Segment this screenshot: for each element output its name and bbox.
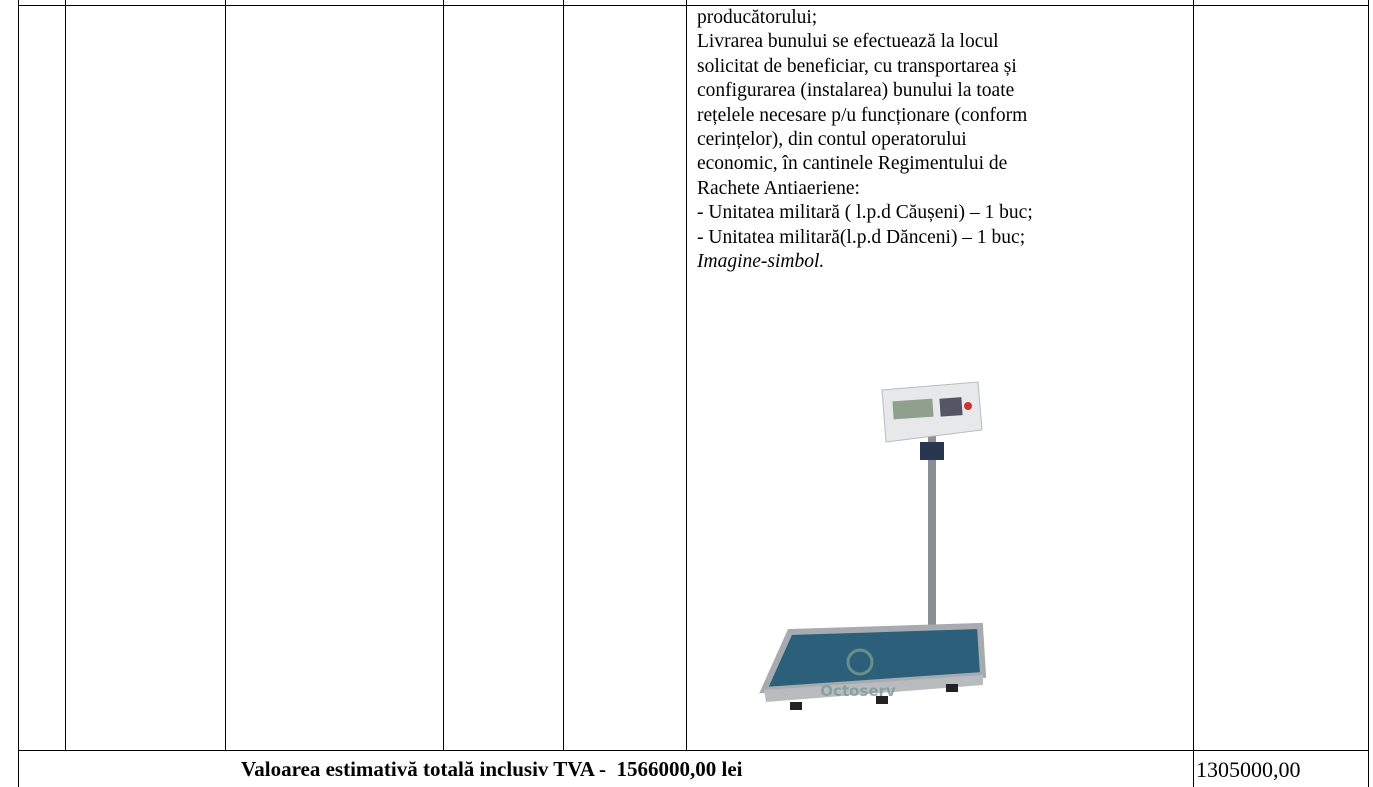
- description-line: Rachete Antiaeriene:: [697, 177, 860, 199]
- footer-label: Valoarea estimativă totală inclusiv TVA …: [241, 757, 743, 781]
- product-image: Octoserv: [759, 381, 987, 710]
- description-line: producătorului;: [697, 7, 818, 28]
- description-line: rețelele necesare p/u funcționare (confo…: [697, 104, 1028, 126]
- table-border: [1368, 0, 1369, 787]
- description-line: Livrarea bunului se efectuează la locul: [697, 31, 999, 53]
- row-border: [18, 750, 1369, 751]
- row-border: [18, 5, 1369, 6]
- image-caption: Imagine-simbol.: [697, 251, 825, 272]
- column-border: [1193, 0, 1194, 787]
- description-line: configurarea (instalarea) bunului la toa…: [697, 80, 1015, 102]
- description-line: - Unitatea militară(l.p.d Dănceni) – 1 b…: [697, 226, 1026, 248]
- column-border: [443, 0, 444, 750]
- column-border: [563, 0, 564, 750]
- table-border: [18, 0, 19, 787]
- column-border: [686, 0, 687, 750]
- description-line: solicitat de beneficiar, cu transportare…: [697, 55, 1017, 77]
- footer-value: 1305000,00: [1196, 757, 1301, 782]
- description-line: economic, în cantinele Regimentului de: [697, 153, 1008, 175]
- column-border: [225, 0, 226, 750]
- description-line: cerințelor), din contul operatorului: [697, 129, 967, 150]
- column-border: [65, 0, 66, 750]
- description-line: - Unitatea militară ( l.p.d Căușeni) – 1…: [697, 202, 1033, 224]
- watermark: Octoserv: [820, 682, 896, 700]
